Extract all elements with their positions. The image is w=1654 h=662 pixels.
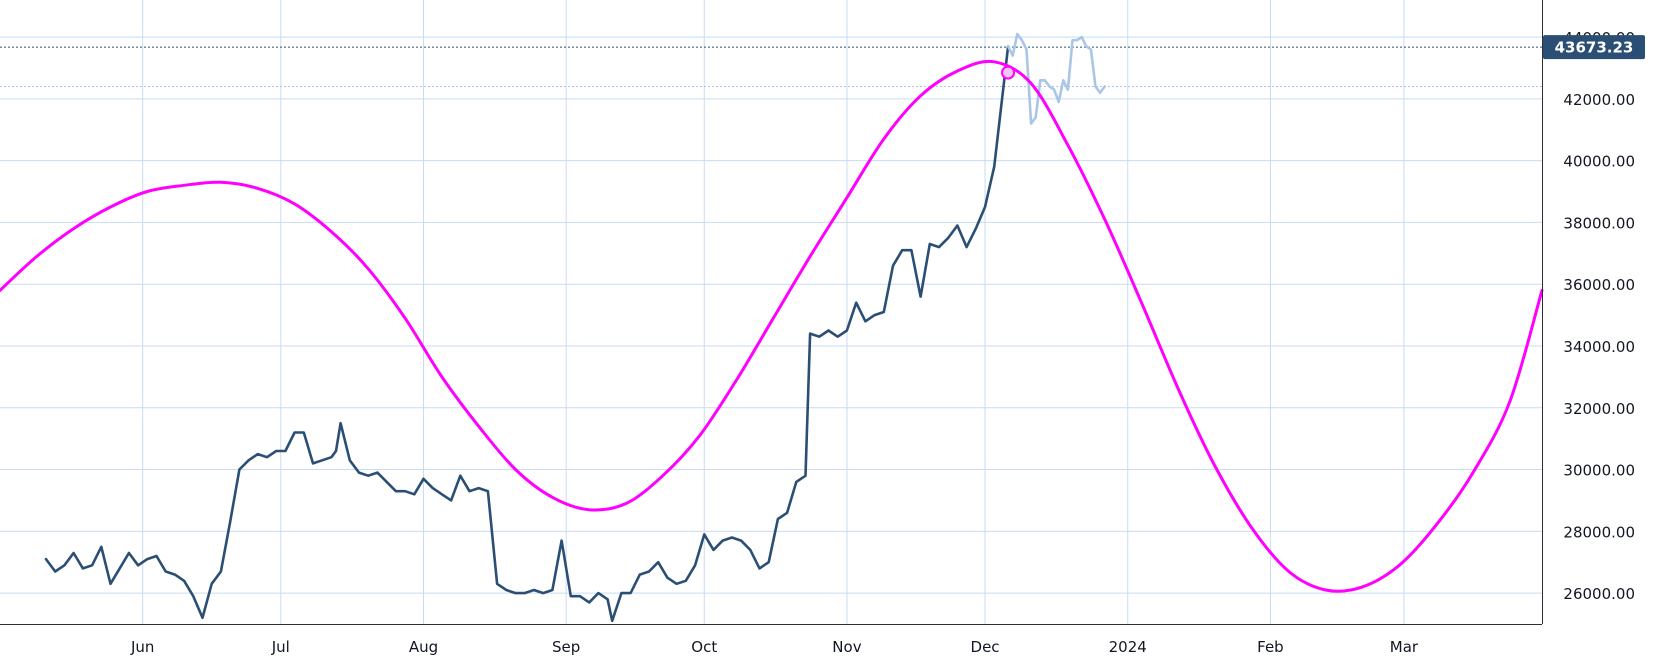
price-tag-layer: 43673.23 bbox=[1543, 35, 1645, 60]
y-tick-label: 26000.00 bbox=[1563, 585, 1635, 603]
x-tick-label: Oct bbox=[691, 638, 717, 656]
cycle-line bbox=[0, 59, 1544, 593]
x-tick-label: 2024 bbox=[1109, 638, 1147, 656]
x-tick-label: Mar bbox=[1390, 638, 1419, 656]
y-tick-label: 36000.00 bbox=[1563, 276, 1635, 294]
y-tick-label: 30000.00 bbox=[1563, 462, 1635, 480]
y-tick-label: 42000.00 bbox=[1563, 91, 1635, 109]
projection-line bbox=[1006, 32, 1106, 125]
last-price-tag bbox=[1543, 35, 1645, 60]
x-tick-label: Feb bbox=[1257, 638, 1284, 656]
x-tick-label: Sep bbox=[552, 638, 580, 656]
y-tick-label: 40000.00 bbox=[1563, 153, 1635, 171]
x-tick-label: Aug bbox=[409, 638, 438, 656]
grid bbox=[0, 0, 1542, 624]
cycle-marker bbox=[1001, 65, 1016, 80]
y-tick-label: 38000.00 bbox=[1563, 214, 1635, 232]
x-tick-label: Nov bbox=[832, 638, 861, 656]
x-tick-label: Jul bbox=[271, 638, 290, 656]
series-layer bbox=[0, 32, 1544, 623]
last-price-label: 43673.23 bbox=[1555, 39, 1634, 57]
y-tick-label: 28000.00 bbox=[1563, 523, 1635, 541]
y-tick-label: 34000.00 bbox=[1563, 338, 1635, 356]
x-tick-label: Jun bbox=[130, 638, 154, 656]
x-tick-label: Dec bbox=[971, 638, 1000, 656]
y-tick-label: 32000.00 bbox=[1563, 400, 1635, 418]
price-line bbox=[44, 45, 1010, 623]
